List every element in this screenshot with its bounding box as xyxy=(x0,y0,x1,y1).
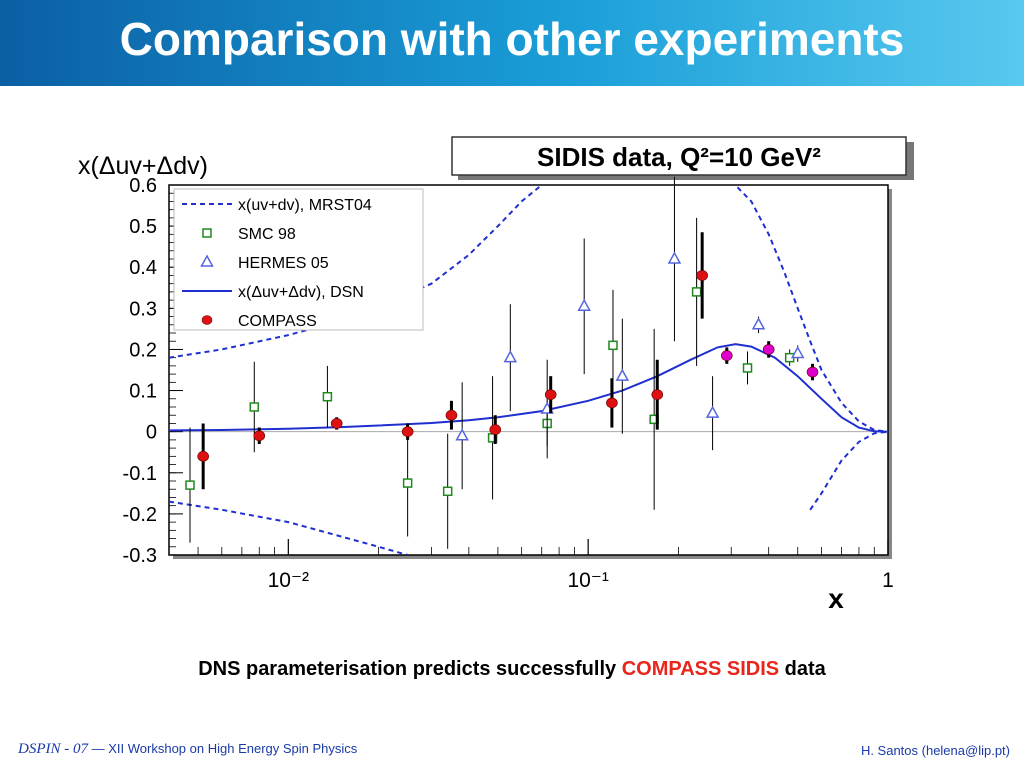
smc-point xyxy=(608,340,618,351)
compass-point xyxy=(253,430,266,442)
hermes-point xyxy=(751,317,766,330)
smc-point xyxy=(691,287,702,297)
compass-point xyxy=(445,409,458,421)
caption: DNS parameterisation predicts successful… xyxy=(0,658,1024,681)
hermes-point xyxy=(577,298,591,312)
mrst-curve xyxy=(733,185,888,433)
compass-point xyxy=(696,270,708,281)
x-tick-label: 10⁻² xyxy=(268,569,309,592)
x-tick-label: 1 xyxy=(882,569,894,592)
legend-swatch-compass xyxy=(201,315,213,325)
chart-title-box: SIDIS data, Q²=10 GeV² xyxy=(451,136,914,180)
hermes-point xyxy=(615,368,630,381)
y-tick-label: 0.3 xyxy=(129,298,157,320)
hermes-point xyxy=(705,405,720,418)
y-tick-label: 0.6 xyxy=(129,175,157,197)
y-tick-label: 0.1 xyxy=(129,381,157,403)
smc-point xyxy=(249,402,260,412)
y-axis-label: x(Δuv+Δdv) xyxy=(78,152,208,180)
compass-point xyxy=(651,389,664,400)
caption-suffix: data xyxy=(779,658,826,680)
legend-label: COMPASS xyxy=(238,313,317,330)
smc-point xyxy=(402,478,413,488)
legend-label: x(uv+dv), MRST04 xyxy=(238,197,372,214)
footer-author: H. Santos (helena@lip.pt) xyxy=(860,743,1010,758)
smc-point xyxy=(322,391,333,402)
legend-label: x(Δuv+Δdv), DSN xyxy=(238,284,364,301)
legend-box xyxy=(173,188,424,331)
title-bar: Comparison with other experiments xyxy=(0,0,1024,86)
compass-point xyxy=(606,397,618,409)
y-tick-label: -0.3 xyxy=(123,545,157,567)
hermes-point xyxy=(667,251,682,264)
footer-workshop: XII Workshop on High Energy Spin Physics xyxy=(108,741,358,756)
data-points xyxy=(185,176,819,549)
compass-point xyxy=(330,418,343,429)
y-tick-label: 0.2 xyxy=(129,339,157,361)
compass-point xyxy=(489,424,502,435)
smc-point xyxy=(442,486,453,497)
footer-left: DSPIN - 07 — XII Workshop on High Energy… xyxy=(18,741,357,758)
y-tick-label: -0.1 xyxy=(123,463,157,485)
y-tick-label: 0 xyxy=(146,422,157,444)
compass-point xyxy=(762,344,775,355)
mrst-curve xyxy=(809,430,888,511)
legend-swatch-hermes xyxy=(200,254,214,267)
chart-title-frame xyxy=(451,136,907,176)
footer-dash: — xyxy=(91,741,105,756)
x-tick-label: 10⁻¹ xyxy=(567,569,608,592)
legend-label: SMC 98 xyxy=(238,226,296,243)
compass-point xyxy=(401,426,414,437)
x-axis-label: x xyxy=(828,583,844,614)
caption-highlight: COMPASS SIDIS xyxy=(621,658,780,680)
compass-point xyxy=(806,366,819,378)
hermes-point xyxy=(455,428,469,441)
chart-title: SIDIS data, Q²=10 GeV² xyxy=(537,142,821,172)
compass-point xyxy=(544,389,557,400)
legend: x(uv+dv), MRST04 SMC 98 HERMES 05 x(Δuv+Δdv… xyxy=(173,188,424,331)
smc-point xyxy=(185,480,195,490)
hermes-point xyxy=(790,345,805,359)
footer-conference: DSPIN - 07 xyxy=(18,741,88,757)
compass-point xyxy=(721,350,733,361)
y-tick-label: 0.5 xyxy=(129,216,157,238)
legend-label: HERMES 05 xyxy=(238,255,329,272)
legend-swatch-smc xyxy=(202,228,212,238)
compass-point xyxy=(197,451,209,462)
y-tick-label: 0.4 xyxy=(129,257,157,279)
smc-point xyxy=(742,363,753,373)
hermes-point xyxy=(503,350,518,363)
mrst-curve xyxy=(169,500,408,555)
caption-prefix: DNS parameterisation predicts successful… xyxy=(198,658,622,680)
y-tick-label: -0.2 xyxy=(123,504,157,526)
slide-title: Comparison with other experiments xyxy=(119,13,905,65)
